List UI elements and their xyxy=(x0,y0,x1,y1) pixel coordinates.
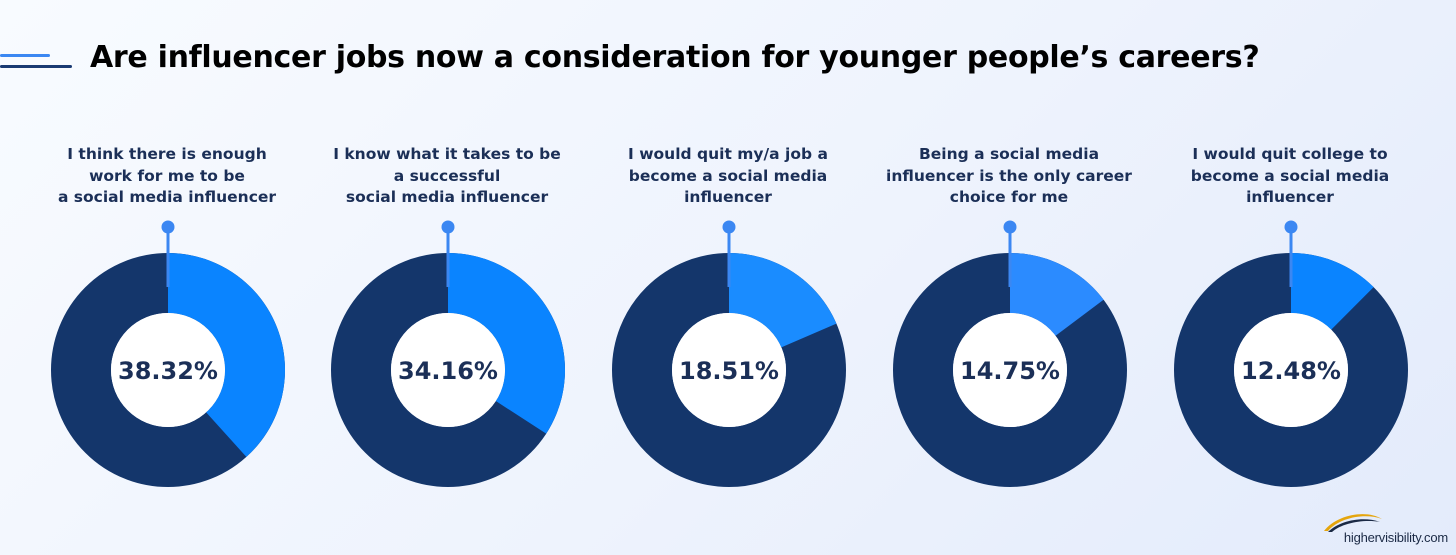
donut-svg: 14.75% xyxy=(893,220,1127,487)
donut-value-segment xyxy=(729,253,837,348)
donut-svg: 38.32% xyxy=(51,220,286,487)
donut-center-hole xyxy=(672,313,786,427)
chart-label-line: Being a social media xyxy=(918,145,1100,163)
chart-label-line: work for me to be xyxy=(89,166,245,185)
pin-dot xyxy=(441,220,455,234)
chart-label-line: a successful xyxy=(393,166,501,185)
donut-chart-1: I think there is enough work for me to be… xyxy=(27,0,307,555)
donut-chart-5: I would quit college to become a social m… xyxy=(1150,0,1430,555)
swoosh-logo-icon xyxy=(1324,514,1382,532)
donut-value-segment xyxy=(168,253,286,457)
donut-chart-4: Being a social media influencer is the on… xyxy=(869,0,1149,555)
chart-label: I know what it takes to be a successful so… xyxy=(307,144,587,209)
title-accent-line-light xyxy=(0,54,50,57)
percentage-label: 18.51% xyxy=(679,357,779,385)
percentage-label: 12.48% xyxy=(1241,357,1341,385)
donut-svg: 12.48% xyxy=(1174,220,1408,487)
chart-label-line: choice for me xyxy=(949,188,1069,206)
chart-label: I would quit college to become a social m… xyxy=(1150,144,1430,209)
chart-label-line: I know what it takes to be xyxy=(333,145,561,163)
donut-chart-3: I would quit my/a job a become a social m… xyxy=(588,0,868,555)
donut-svg: 34.16% xyxy=(331,220,565,487)
pin-dot xyxy=(1003,220,1017,234)
donut-value-segment xyxy=(448,253,565,434)
pin-dot xyxy=(1284,220,1298,234)
percentage-label: 14.75% xyxy=(960,357,1060,385)
pin-dot xyxy=(722,220,736,234)
donut-value-segment xyxy=(1291,253,1374,330)
donut-value-segment xyxy=(1010,253,1104,336)
chart-label-line: become a social media xyxy=(628,166,828,185)
chart-label-line: I would quit my/a job a xyxy=(628,145,828,163)
donut-svg: 18.51% xyxy=(612,220,846,487)
percentage-label: 34.16% xyxy=(398,357,498,385)
title-accent-line-dark xyxy=(0,65,72,68)
percentage-label: 38.32% xyxy=(118,357,218,385)
donut-center-hole xyxy=(391,313,505,427)
donut-center-hole xyxy=(953,313,1067,427)
donut-center-hole xyxy=(1234,313,1348,427)
chart-label: I think there is enough work for me to be… xyxy=(27,144,307,209)
chart-label-line: become a social media xyxy=(1190,166,1390,185)
chart-label: I would quit my/a job a become a social m… xyxy=(588,144,868,209)
donut-center-hole xyxy=(111,313,225,427)
chart-label-line: influencer xyxy=(684,188,772,206)
brand-logo: highervisibility.com xyxy=(1322,511,1448,545)
chart-label-line: a social media influencer xyxy=(57,188,277,206)
chart-label-line: I would quit college to xyxy=(1192,145,1388,163)
chart-label-line: social media influencer xyxy=(345,188,549,206)
chart-label-line: influencer is the only career xyxy=(886,166,1132,185)
chart-label: Being a social media influencer is the on… xyxy=(869,144,1149,209)
donut-chart-2: I know what it takes to be a successful so… xyxy=(307,0,587,555)
chart-label-line: influencer xyxy=(1246,188,1334,206)
chart-title: Are influencer jobs now a consideration … xyxy=(90,40,1260,75)
pin-dot xyxy=(161,220,175,234)
chart-label-line: I think there is enough xyxy=(67,145,267,163)
brand-text: highervisibility.com xyxy=(1343,530,1448,545)
